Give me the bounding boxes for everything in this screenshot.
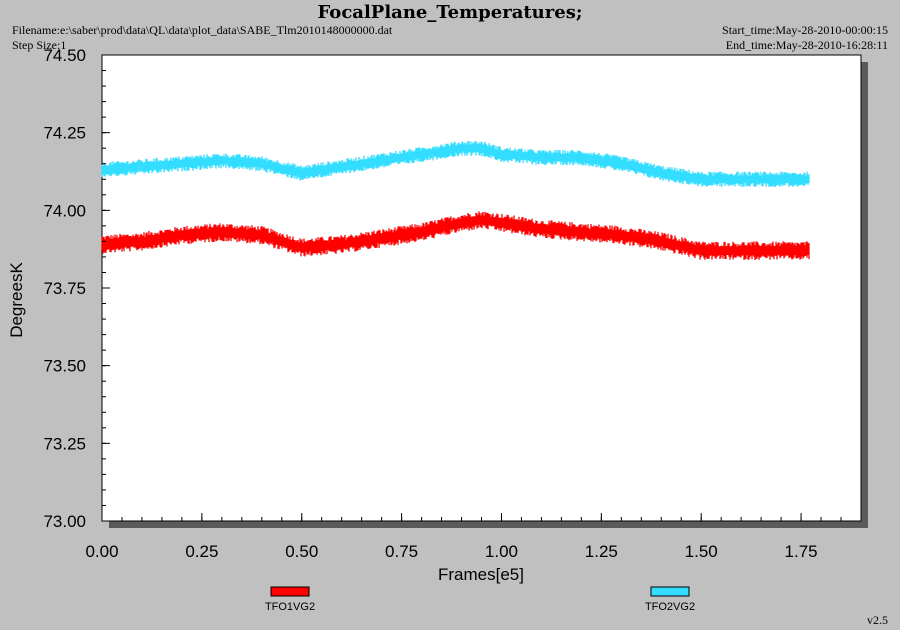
x-axis-title: Frames[e5] <box>438 565 524 584</box>
version-label: v2.5 <box>867 613 888 627</box>
x-tick-label: 1.25 <box>585 542 618 561</box>
x-tick-label: 1.75 <box>785 542 818 561</box>
legend-swatch-tfo1vg2 <box>270 586 310 597</box>
series-line-tfo1vg2 <box>101 211 810 260</box>
x-tick-label: 0.75 <box>385 542 418 561</box>
axis-layer: 73.00 73.25 73.50 73.75 74.00 74.25 74.50 0.00 0… <box>43 46 842 561</box>
series-layer <box>101 141 810 260</box>
chart-title: FocalPlane_Temperatures; <box>317 2 583 23</box>
x-tick-label: 1.00 <box>485 542 518 561</box>
filename-label: Filename:e:\saber\prod\data\QL\data\plot… <box>12 23 393 37</box>
x-tick-label: 0.50 <box>285 542 318 561</box>
legend-label-tfo1vg2: TFO1VG2 <box>265 601 315 613</box>
y-tick-label: 73.25 <box>43 434 86 453</box>
y-tick-label: 74.50 <box>43 46 86 65</box>
end-time-label: End_time:May-28-2010-16:28:11 <box>725 38 888 52</box>
plot-area <box>101 54 862 522</box>
y-tick-label: 73.50 <box>43 357 86 376</box>
y-tick-label: 73.75 <box>43 279 86 298</box>
legend-swatch-tfo2vg2 <box>650 586 690 597</box>
x-tick-label: 0.00 <box>85 542 118 561</box>
x-tick-label: 0.25 <box>185 542 218 561</box>
step-size-label: Step Size:1 <box>12 38 67 52</box>
legend: TFO1VG2 TFO2VG2 <box>265 586 695 613</box>
start-time-label: Start_time:May-28-2010-00:00:15 <box>722 23 888 37</box>
y-tick-label: 74.25 <box>43 124 86 143</box>
y-tick-label: 73.00 <box>43 512 86 531</box>
y-axis-title: DegreesK <box>7 262 26 338</box>
x-tick-label: 1.50 <box>685 542 718 561</box>
legend-label-tfo2vg2: TFO2VG2 <box>645 601 695 613</box>
series-line-tfo2vg2 <box>101 141 810 187</box>
y-tick-label: 74.00 <box>43 201 86 220</box>
